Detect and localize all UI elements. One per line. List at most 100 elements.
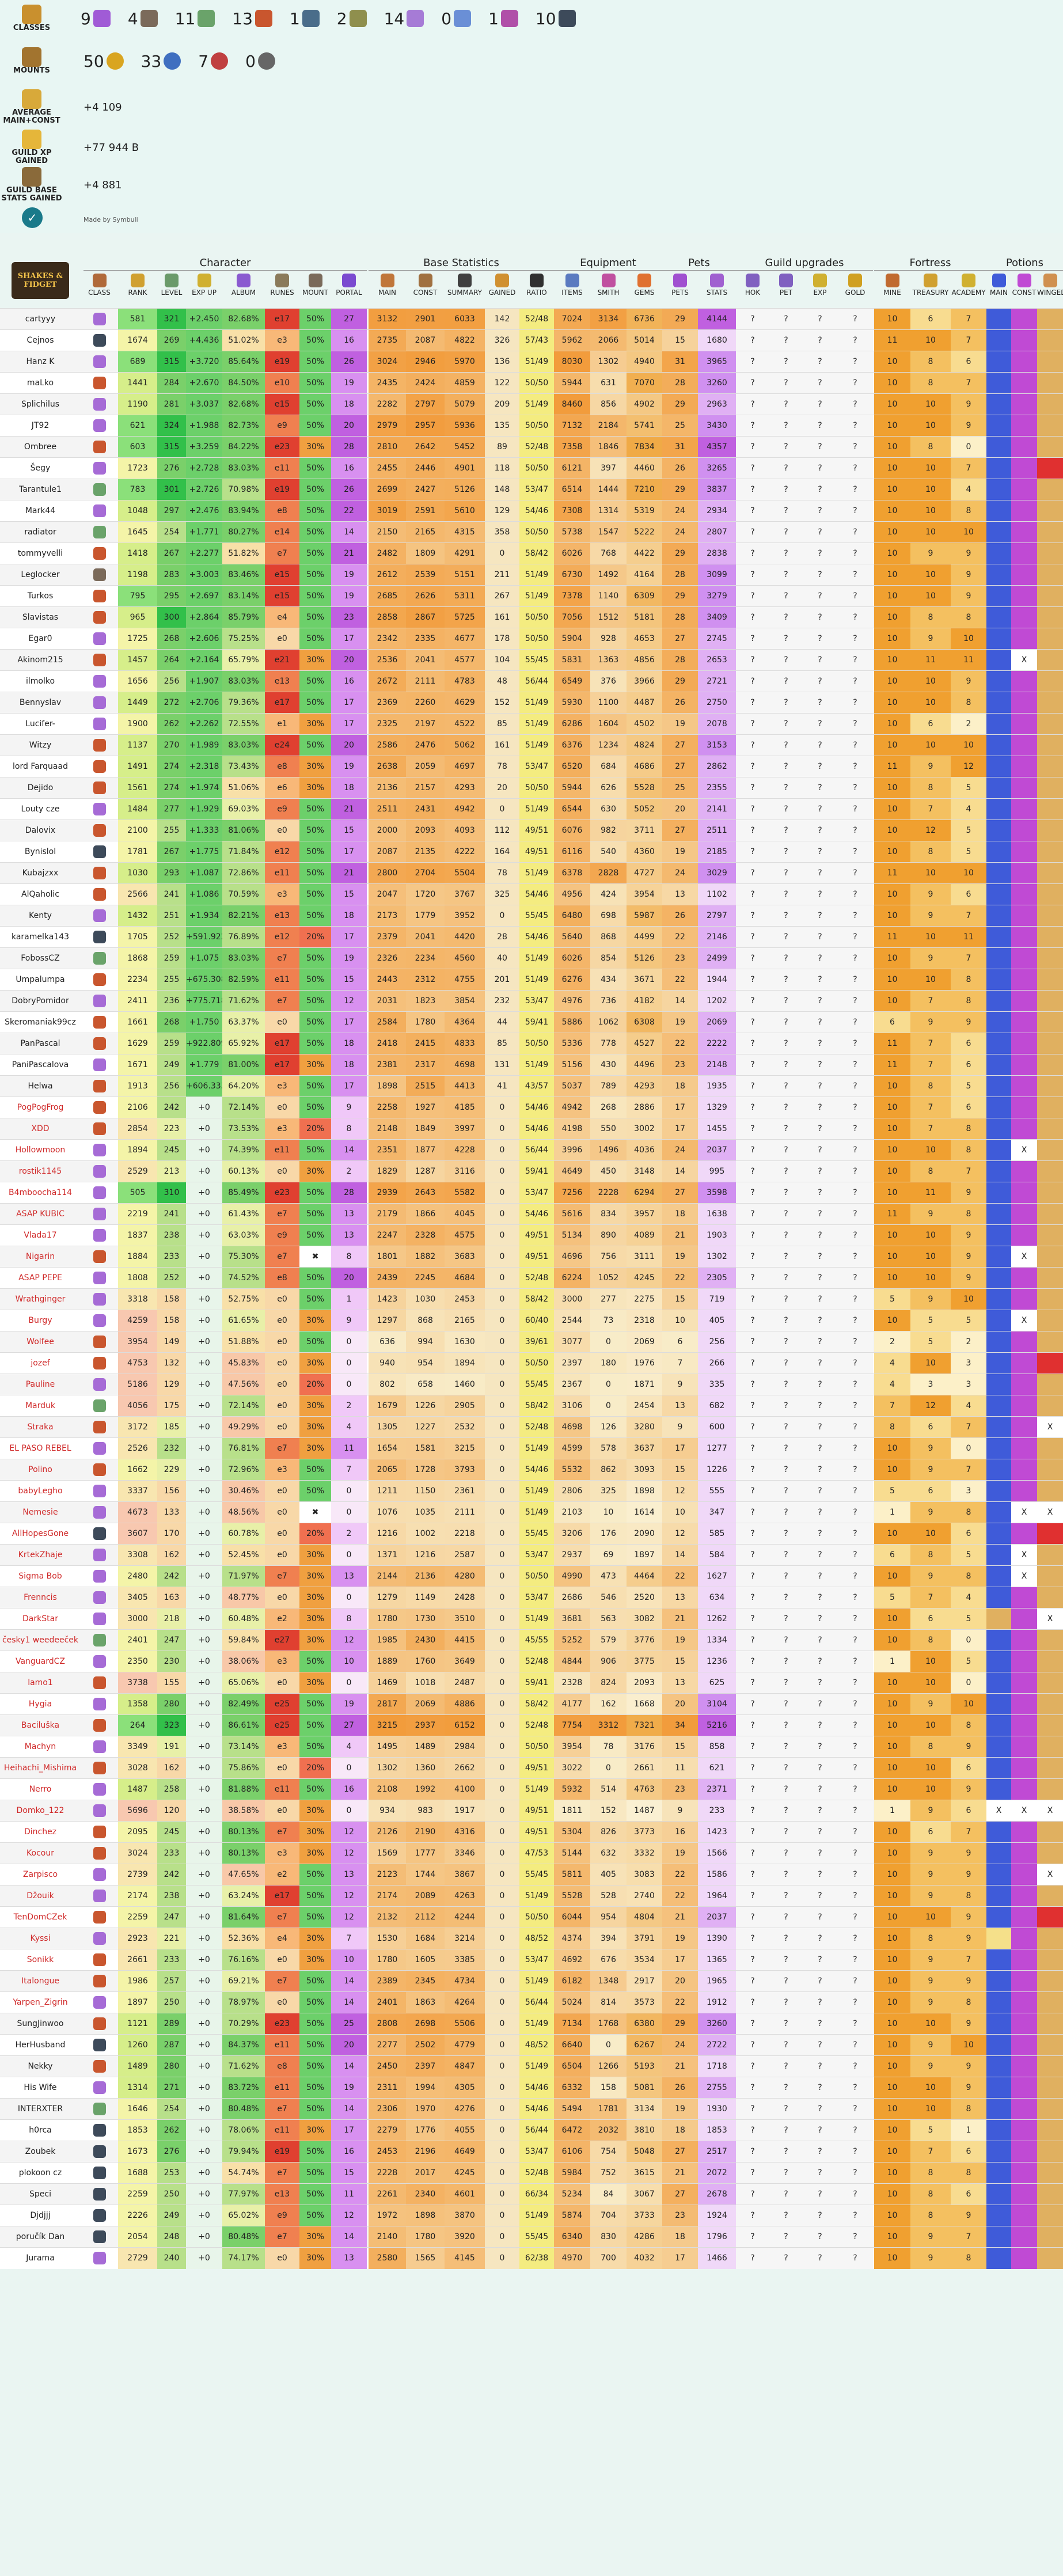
player-name[interactable]: lord Farquaad	[13, 762, 68, 771]
player-name[interactable]: Kyssi	[30, 1934, 51, 1943]
table-row[interactable]: B4mboocha114 505 310 +0 85.49% e23 50% 28 2939 26…	[0, 1182, 1063, 1204]
player-name[interactable]: Egar0	[28, 634, 52, 643]
table-row[interactable]: XDD 2854 223 +0 73.53% e3 20% 8 2148 1849 3997 0 54/…	[0, 1118, 1063, 1140]
player-name[interactable]: Jurama	[26, 2253, 55, 2263]
player-name[interactable]: Dalovix	[25, 826, 56, 835]
player-name[interactable]: Italongue	[21, 1976, 59, 1986]
player-name[interactable]: Kenty	[29, 911, 52, 920]
table-row[interactable]: česky1 weedeeček 2401 247 +0 59.84% e27 30% 12 1…	[0, 1629, 1063, 1651]
player-name[interactable]: Leglocker	[21, 570, 60, 579]
player-name[interactable]: ASAP KUBIC	[16, 1209, 64, 1219]
player-name[interactable]: Zarpisco	[22, 1870, 58, 1879]
player-name[interactable]: DobryPomidor	[12, 996, 69, 1006]
player-name[interactable]: Nekky	[28, 2062, 53, 2071]
column-header-smith[interactable]: SMITH	[590, 270, 627, 305]
player-name[interactable]: lamo1	[28, 1678, 53, 1687]
table-row[interactable]: Hollowmoon 1894 245 +0 74.39% e11 50% 14 2351 187…	[0, 1139, 1063, 1161]
player-name[interactable]: Straka	[27, 1422, 54, 1432]
player-name[interactable]: B4mboocha114	[8, 1188, 73, 1197]
player-name[interactable]: AlQaholic	[21, 890, 59, 899]
table-row[interactable]: Speci 2259 250 +0 77.97% e13 50% 11 2261 2340 4601…	[0, 2183, 1063, 2205]
table-row[interactable]: Straka 3172 185 +0 49.29% e0 30% 4 1305 1227 2532 0…	[0, 1416, 1063, 1438]
player-name[interactable]: Mark44	[25, 506, 56, 515]
table-row[interactable]: rostik1145 2529 213 +0 60.13% e0 30% 2 1829 1287 3…	[0, 1160, 1063, 1182]
table-row[interactable]: ASAP KUBIC 2219 241 +0 61.43% e7 50% 13 2179 1866…	[0, 1203, 1063, 1225]
column-header-items[interactable]: ITEMS	[554, 270, 590, 305]
player-name[interactable]: Hanz K	[26, 357, 55, 366]
column-header-runes[interactable]: RUNES	[265, 270, 299, 305]
player-name[interactable]: Nerro	[29, 1785, 52, 1794]
player-name[interactable]: Machyn	[24, 1742, 56, 1751]
player-name[interactable]: Zoubek	[25, 2147, 56, 2156]
table-row[interactable]: TenDomCZek 2259 247 +0 81.64% e7 50% 12 2132 2112…	[0, 1906, 1063, 1928]
table-row[interactable]: SungJinwoo 1121 289 +0 70.29% e23 50% 25 2808 269…	[0, 2013, 1063, 2035]
table-row[interactable]: Nerro 1487 258 +0 81.88% e11 50% 16 2108 1992 4100…	[0, 1778, 1063, 1800]
player-name[interactable]: babyLegho	[18, 1486, 63, 1496]
player-name[interactable]: Džouik	[26, 1891, 54, 1900]
player-name[interactable]: ASAP PEPE	[18, 1273, 62, 1283]
player-name[interactable]: Umpalumpa	[16, 975, 65, 984]
player-name[interactable]: Tarantule1	[19, 485, 62, 494]
table-row[interactable]: Zarpisco 2739 242 +0 47.65% e2 50% 13 2123 1744 38…	[0, 1864, 1063, 1885]
table-row[interactable]: HerHusband 1260 287 +0 84.37% e11 50% 20 2277 250…	[0, 2034, 1063, 2056]
player-name[interactable]: Dejido	[27, 783, 54, 792]
column-header-main[interactable]: MAIN	[369, 270, 406, 305]
table-row[interactable]: Italongue 1986 257 +0 69.21% e7 50% 14 2389 2345 4…	[0, 1970, 1063, 1992]
player-name[interactable]: maLko	[26, 378, 54, 388]
player-name[interactable]: poručík Dan	[16, 2232, 65, 2241]
table-row[interactable]: Machyn 3349 191 +0 73.14% e3 50% 4 1495 1489 2984 0…	[0, 1736, 1063, 1758]
player-name[interactable]: PogPogFrog	[17, 1103, 64, 1112]
player-name[interactable]: Helwa	[28, 1082, 53, 1091]
table-row[interactable]: Yarpen_Zigrin 1897 250 +0 78.97% e0 50% 14 2401 1…	[0, 1991, 1063, 2013]
column-header-ratio[interactable]: RATIO	[519, 270, 554, 305]
player-name[interactable]: DarkStar	[22, 1614, 58, 1623]
player-name[interactable]: Hygia	[28, 1699, 52, 1709]
column-header-summary[interactable]: SUMMARY	[445, 270, 485, 305]
column-header-academy[interactable]: ACADEMY	[951, 270, 986, 305]
player-name[interactable]: XDD	[31, 1124, 50, 1133]
player-name[interactable]: Marduk	[25, 1401, 56, 1410]
player-name[interactable]: Baciluška	[21, 1721, 60, 1730]
player-name[interactable]: EL PASO REBEL	[9, 1444, 71, 1453]
player-name[interactable]: Ombree	[24, 442, 57, 452]
table-row[interactable]: INTERXTER 1646 254 +0 80.48% e7 50% 14 2306 1970 4…	[0, 2098, 1063, 2120]
column-header-pets[interactable]: PETS	[662, 270, 698, 305]
player-name[interactable]: Frenncis	[24, 1593, 57, 1602]
player-name[interactable]: PanPascal	[20, 1039, 60, 1048]
player-name[interactable]: His Wife	[24, 2083, 57, 2092]
table-row[interactable]: Nemesie 4673 133 +0 48.56% e0 ✖ 0 1076 1035 2111 0 5…	[0, 1501, 1063, 1523]
table-row[interactable]: Hygia 1358 280 +0 82.49% e25 50% 19 2817 2069 4886…	[0, 1693, 1063, 1715]
player-name[interactable]: Witzy	[29, 741, 52, 750]
player-name[interactable]: SungJinwoo	[17, 2019, 64, 2028]
table-row[interactable]: jozef 4753 132 +0 45.83% e0 30% 0 940 954 1894 0 50/…	[0, 1352, 1063, 1374]
player-name[interactable]: Lucifer-	[25, 719, 55, 729]
column-header-gold[interactable]: GOLD	[837, 270, 873, 305]
column-header-stats[interactable]: STATS	[698, 270, 736, 305]
table-row[interactable]: lamo1 3738 155 +0 65.06% e0 30% 0 1469 1018 2487 0 5…	[0, 1672, 1063, 1694]
table-row[interactable]: h0rca 1853 262 +0 78.06% e11 30% 17 2279 1776 4055…	[0, 2119, 1063, 2141]
table-row[interactable]: KrtekZhaje 3308 162 +0 52.45% e0 30% 0 1371 1216 2…	[0, 1544, 1063, 1566]
player-name[interactable]: Kubajzxx	[22, 868, 59, 878]
table-row[interactable]: ASAP PEPE 1808 252 +0 74.52% e8 50% 20 2439 2245 4…	[0, 1267, 1063, 1289]
player-name[interactable]: Splichilus	[21, 400, 60, 409]
column-header-album[interactable]: ALBUM	[222, 270, 265, 305]
